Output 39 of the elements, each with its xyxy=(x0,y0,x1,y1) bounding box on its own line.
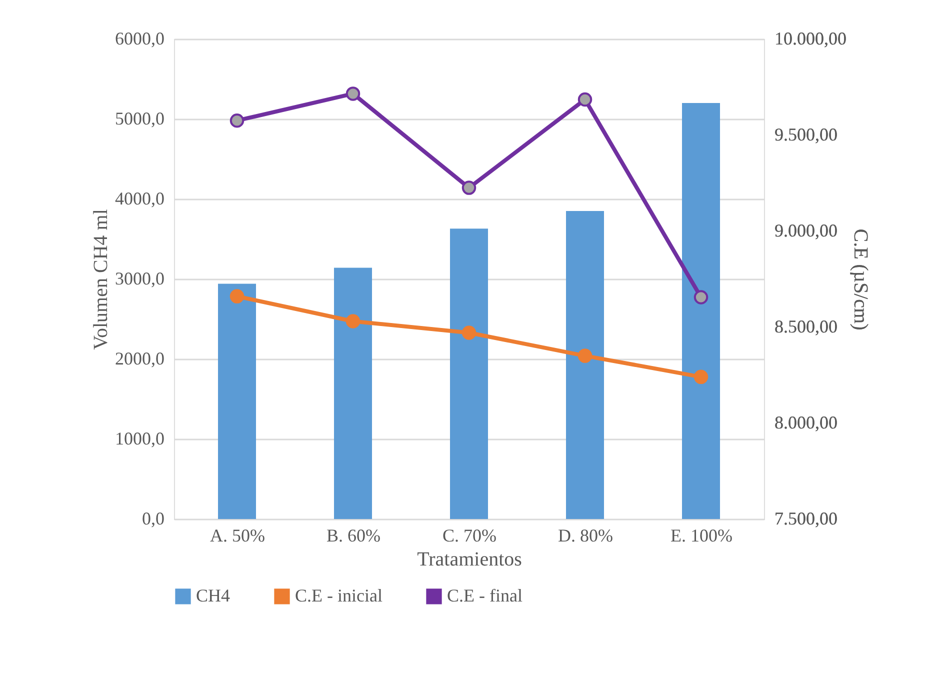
y-tick-label: 6000,0 xyxy=(115,28,164,48)
x-tick-label: D. 80% xyxy=(558,526,613,546)
x-tick-label: E. 100% xyxy=(670,526,732,546)
bar xyxy=(450,228,488,519)
y2-axis-title: C.E (µS/cm) xyxy=(850,228,872,330)
bar xyxy=(682,103,720,519)
point xyxy=(462,326,476,340)
x-tick-label: B. 60% xyxy=(326,526,381,546)
legend-label: C.E - inicial xyxy=(295,585,382,606)
bar xyxy=(218,284,256,519)
y2-tick-label: 9.500,00 xyxy=(774,124,838,144)
y-tick-label: 0,0 xyxy=(142,508,164,528)
point xyxy=(694,290,708,304)
y-axis-title: Volumen CH4 ml xyxy=(90,208,112,350)
y-tick-label: 1000,0 xyxy=(115,428,164,448)
legend-label: CH4 xyxy=(196,585,230,606)
point xyxy=(462,180,476,195)
y2-tick-label: 7.500,00 xyxy=(774,508,838,528)
point xyxy=(230,289,244,304)
point xyxy=(230,113,244,128)
y-tick-label: 4000,0 xyxy=(115,188,164,208)
point xyxy=(578,92,592,107)
y2-tick-label: 10.000,00 xyxy=(774,28,846,48)
point xyxy=(346,86,360,101)
bar xyxy=(334,268,372,519)
point xyxy=(694,370,708,384)
x-tick-label: A. 50% xyxy=(210,526,265,546)
y-tick-label: 3000,0 xyxy=(115,268,164,288)
y-tick-label: 5000,0 xyxy=(115,108,164,128)
point xyxy=(578,348,592,363)
bar xyxy=(566,211,604,519)
legend-label: C.E - final xyxy=(447,585,522,606)
point xyxy=(346,314,360,328)
x-axis-title: Tratamientos xyxy=(417,548,522,570)
y2-tick-label: 8.500,00 xyxy=(774,316,838,336)
x-tick-label: C. 70% xyxy=(442,526,497,546)
y-tick-label: 2000,0 xyxy=(115,348,164,368)
y2-tick-label: 8.000,00 xyxy=(774,412,838,432)
y2-tick-label: 9.000,00 xyxy=(774,220,838,240)
